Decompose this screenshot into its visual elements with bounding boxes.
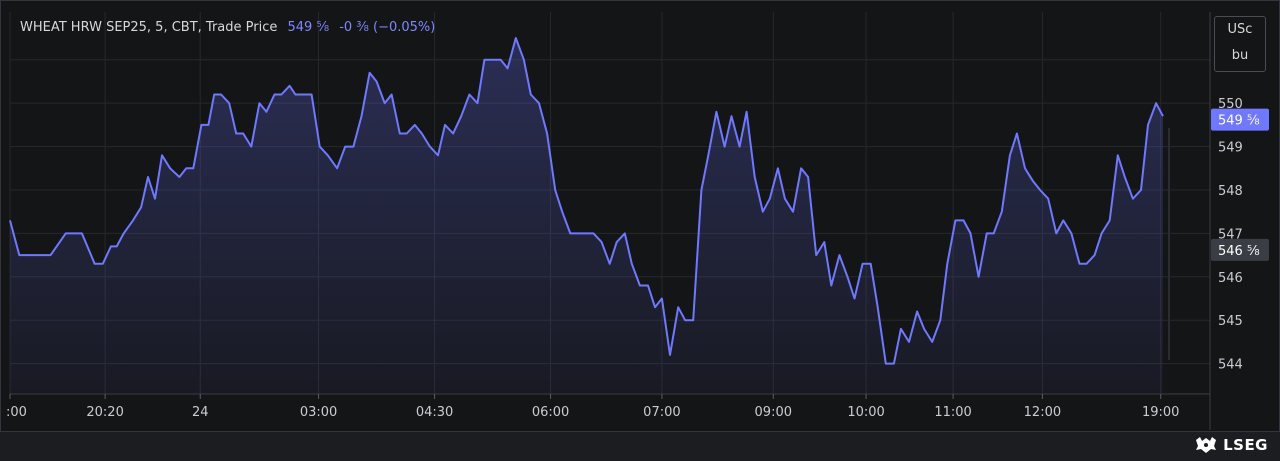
price-badges: 549 ⅝ 546 ⅝ [1211,108,1269,261]
price-badge [1211,238,1269,261]
chart-legend: WHEAT HRW SEP25, 5, CBT, Trade Price 549… [20,20,435,35]
brand-name: LSEG [1223,436,1268,454]
last-price: 549 ⅝ [287,20,330,35]
price-axis[interactable]: 544545546547548549550551 [1218,54,1243,373]
price-tick-label: 545 [1218,314,1243,329]
time-tick-label: 12:00 [1024,405,1061,420]
time-tick-label: 07:00 [643,405,680,420]
brand-logo: LSEG [1195,436,1268,454]
price-line[interactable] [9,37,1164,365]
instrument-title: WHEAT HRW SEP25, 5, CBT, Trade Price [20,20,278,35]
time-tick-label: 04:30 [416,405,453,420]
price-badge [1211,108,1269,131]
price-tick-label: 550 [1218,97,1243,112]
time-axis[interactable]: :00 20:20 24 03:00 04:30 06:00 07:00 09:00 10:00… [6,394,1179,420]
current-bar-marker [1168,128,1170,360]
time-tick-label: 03:00 [300,405,337,420]
price-badge-label: 546 ⅝ [1218,244,1260,259]
lseg-crest-icon [1196,437,1217,453]
time-tick-label: 10:00 [847,405,884,420]
time-tick-label: 24 [192,405,209,420]
price-tick-label: 544 [1218,358,1243,373]
unit-measure: bu [1231,48,1249,63]
price-area [10,38,1163,394]
price-tick-label: 548 [1218,184,1243,199]
unit-selector[interactable]: USc bu [1214,16,1266,72]
price-tick-label: 547 [1218,227,1243,242]
time-tick-label: :00 [6,405,27,420]
price-change: -0 ⅜ (−0.05%) [339,20,436,35]
price-tick-label: 546 [1218,271,1243,286]
price-tick-label: 549 [1218,141,1243,156]
price-badge-label: 549 ⅝ [1218,114,1260,129]
time-tick-label: 20:20 [86,405,123,420]
time-tick-label: 09:00 [755,405,792,420]
time-tick-label: 19:00 [1142,405,1179,420]
time-tick-label: 06:00 [532,405,569,420]
footer-bar: LSEG [0,432,1280,461]
time-tick-label: 11:00 [934,405,971,420]
price-chart[interactable]: 544545546547548549550551 :0020:202403:00… [0,0,1280,432]
unit-currency: USc [1227,22,1253,37]
